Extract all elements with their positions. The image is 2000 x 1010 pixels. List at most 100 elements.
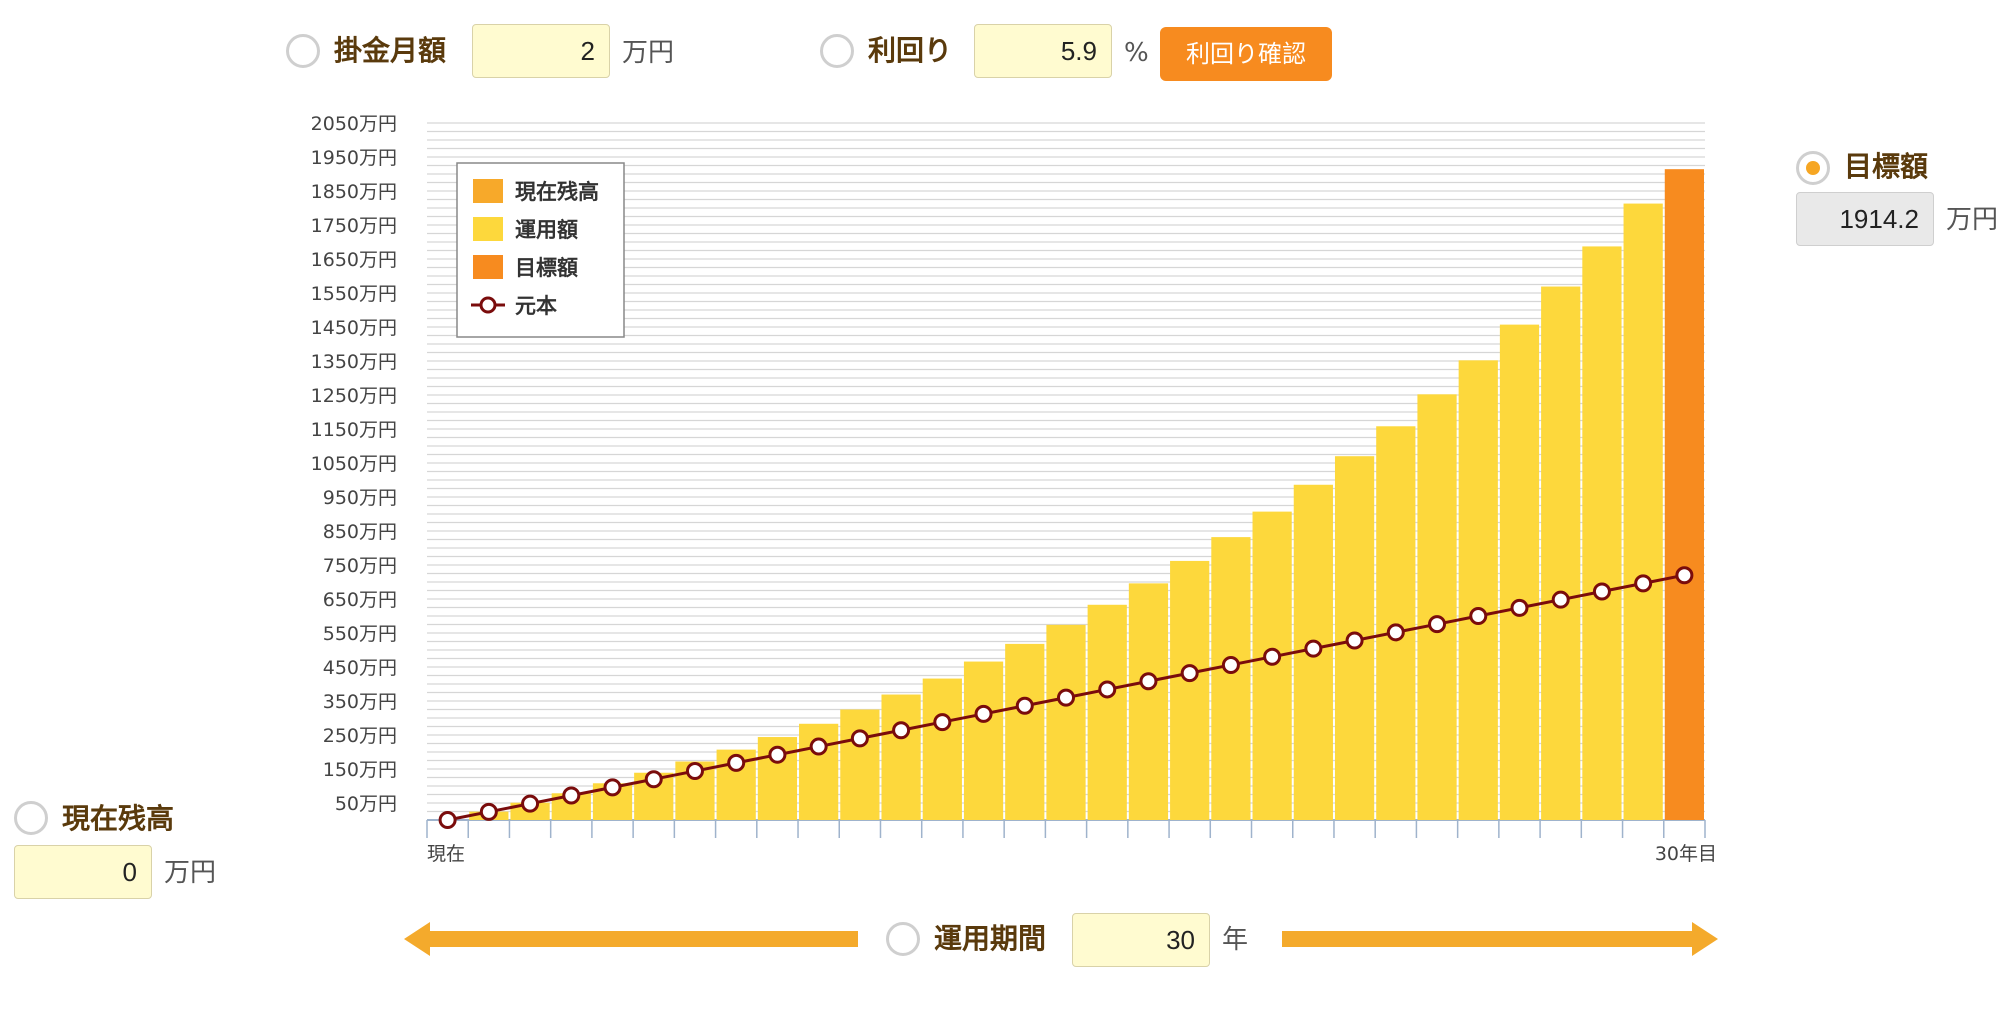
y-tick-label: 150万円	[323, 759, 397, 781]
rate-check-button[interactable]: 利回り確認	[1160, 27, 1332, 81]
bar	[922, 678, 962, 820]
y-tick-label: 50万円	[335, 793, 397, 815]
principal-point	[1675, 566, 1694, 585]
rate-label: 利回り	[868, 34, 953, 67]
bar	[1005, 643, 1045, 820]
bar	[840, 709, 880, 820]
principal-point	[1551, 590, 1570, 609]
y-tick-label: 950万円	[323, 487, 397, 509]
y-tick-label: 1650万円	[311, 249, 397, 271]
legend-label: 運用額	[515, 218, 578, 242]
principal-point	[521, 794, 540, 813]
monthly-radio-icon[interactable]	[286, 34, 320, 68]
period-label: 運用期間	[934, 922, 1047, 955]
monthly-label: 掛金月額	[334, 34, 447, 67]
principal-point	[1221, 655, 1240, 674]
current-radio-icon[interactable]	[14, 801, 48, 835]
y-tick-label: 1050万円	[311, 453, 397, 475]
y-tick-label: 550万円	[323, 623, 397, 645]
bar	[1128, 583, 1169, 820]
legend-label: 目標額	[515, 256, 578, 280]
principal-point	[1634, 574, 1653, 593]
bar	[963, 661, 1004, 820]
y-tick-label: 1950万円	[311, 147, 397, 169]
period-input[interactable]: 30	[1072, 913, 1210, 967]
arrow-right-shape	[1282, 922, 1718, 956]
bar	[1376, 426, 1416, 820]
y-tick-label: 1850万円	[311, 181, 397, 203]
y-tick-label: 750万円	[323, 555, 397, 577]
principal-point	[438, 811, 457, 829]
y-tick-label: 1450万円	[311, 317, 397, 339]
legend-point-swatch	[479, 296, 497, 314]
rate-unit: %	[1124, 38, 1149, 68]
y-tick-label: 450万円	[323, 657, 397, 679]
legend-swatch	[473, 179, 503, 203]
arrow-left-icon[interactable]	[404, 922, 858, 956]
principal-point	[1015, 696, 1034, 715]
current-input[interactable]: 0	[14, 845, 152, 899]
principal-point	[562, 786, 581, 805]
target-radio-icon[interactable]	[1796, 151, 1830, 185]
current-label: 現在残高	[62, 802, 175, 835]
rate-input[interactable]: 5.9	[974, 24, 1112, 78]
principal-point	[1592, 582, 1611, 601]
principal-point	[1469, 607, 1488, 625]
monthly-unit: 万円	[622, 38, 675, 68]
x-label-last: 30年目	[1655, 843, 1717, 865]
arrow-right-icon[interactable]	[1282, 922, 1718, 956]
target-input[interactable]: 1914.2	[1796, 192, 1934, 246]
principal-point	[603, 778, 622, 797]
legend-label: 現在残高	[515, 180, 599, 204]
principal-point	[1510, 598, 1529, 617]
y-tick-label: 2050万円	[311, 113, 397, 135]
period-radio-icon[interactable]	[886, 922, 920, 956]
bar	[1623, 203, 1663, 820]
bar	[1541, 286, 1581, 820]
bar	[1087, 604, 1127, 820]
principal-point	[809, 737, 828, 756]
principal-point	[1428, 615, 1447, 634]
bar	[1046, 624, 1086, 820]
principal-point	[1180, 664, 1199, 683]
bar	[881, 694, 921, 820]
monthly-input[interactable]: 2	[472, 24, 610, 78]
current-unit: 万円	[164, 858, 217, 888]
period-unit: 年	[1222, 925, 1249, 955]
target-unit: 万円	[1946, 205, 1999, 235]
y-tick-label: 850万円	[323, 521, 397, 543]
bar	[1417, 394, 1457, 820]
y-tick-label: 1150万円	[311, 419, 397, 441]
y-tick-label: 1250万円	[311, 385, 397, 407]
arrow-left-shape	[404, 922, 858, 956]
bar	[1458, 360, 1498, 820]
y-tick-label: 1550万円	[311, 283, 397, 305]
legend-swatch	[473, 217, 503, 241]
legend-label: 元本	[515, 294, 557, 318]
bar	[1582, 246, 1622, 821]
principal-point	[644, 770, 663, 789]
principal-point	[892, 721, 911, 740]
principal-point	[768, 745, 787, 764]
principal-point	[933, 713, 952, 732]
bar	[1211, 537, 1251, 820]
bar	[1252, 511, 1292, 820]
legend-swatch	[473, 255, 503, 279]
principal-point	[974, 704, 993, 723]
principal-point	[1386, 623, 1405, 642]
x-label-first: 現在	[427, 843, 465, 865]
principal-point	[850, 729, 869, 748]
y-tick-label: 350万円	[323, 691, 397, 713]
principal-point	[1139, 672, 1158, 691]
principal-point	[685, 762, 704, 781]
y-tick-label: 650万円	[323, 589, 397, 611]
y-tick-label: 1350万円	[311, 351, 397, 373]
rate-radio-icon[interactable]	[820, 34, 854, 68]
y-tick-label: 250万円	[323, 725, 397, 747]
bar	[1170, 560, 1210, 820]
target-label: 目標額	[1844, 150, 1929, 183]
bar	[1664, 169, 1704, 820]
principal-point	[479, 802, 498, 821]
principal-point	[727, 753, 746, 772]
